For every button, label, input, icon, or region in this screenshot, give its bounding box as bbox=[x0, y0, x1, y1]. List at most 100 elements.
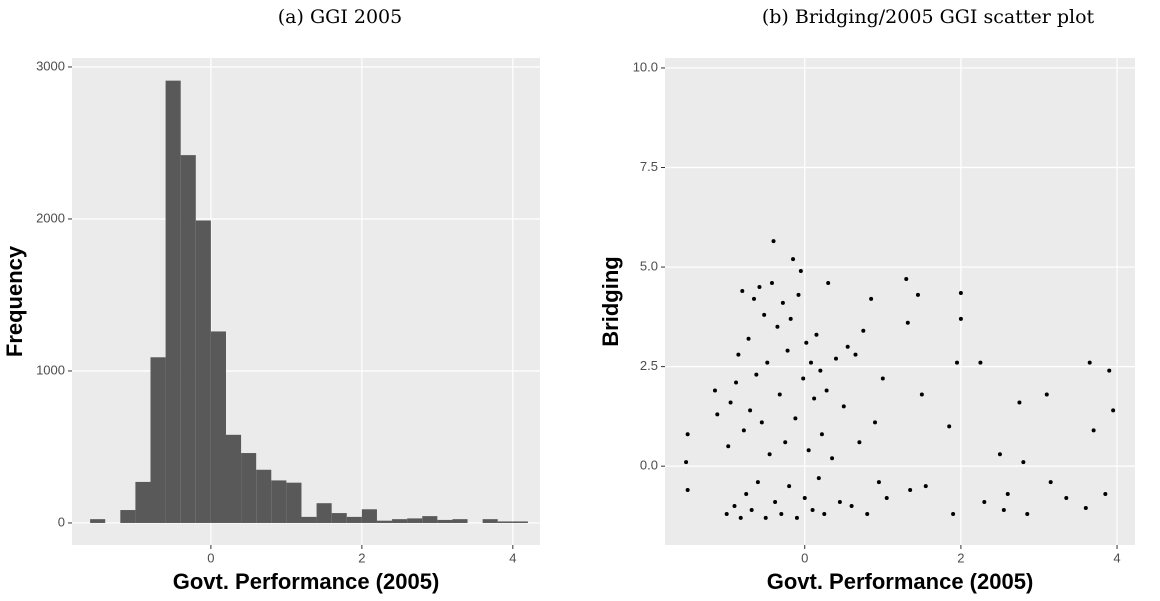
point bbox=[754, 372, 759, 377]
y-tick-label: 2.5 bbox=[640, 358, 658, 373]
point bbox=[865, 511, 870, 516]
point bbox=[1005, 492, 1010, 497]
point bbox=[837, 499, 842, 504]
point bbox=[819, 432, 824, 437]
point bbox=[791, 257, 796, 262]
point bbox=[1111, 408, 1116, 413]
point bbox=[767, 452, 772, 457]
point bbox=[806, 448, 811, 453]
point bbox=[744, 492, 749, 497]
x-tick-label: 2 bbox=[358, 550, 365, 565]
point bbox=[769, 280, 774, 285]
point bbox=[808, 360, 813, 365]
bar bbox=[256, 469, 272, 523]
point bbox=[762, 312, 767, 317]
point bbox=[1107, 368, 1112, 373]
bar bbox=[286, 482, 302, 523]
y-tick-label: 10.0 bbox=[633, 59, 658, 74]
point bbox=[684, 460, 689, 465]
y-tick-label: 0.0 bbox=[640, 458, 658, 473]
bar bbox=[422, 516, 438, 523]
bar bbox=[301, 516, 317, 523]
point bbox=[724, 511, 729, 516]
point bbox=[787, 484, 792, 489]
point bbox=[824, 388, 829, 393]
chart-title: (b) Bridging/2005 GGI scatter plot bbox=[762, 6, 1095, 28]
bar bbox=[452, 519, 468, 523]
point bbox=[919, 392, 924, 397]
point bbox=[904, 277, 909, 282]
bar bbox=[165, 80, 181, 523]
x-tick-label: 4 bbox=[509, 550, 516, 565]
point bbox=[748, 408, 753, 413]
bar bbox=[497, 521, 513, 523]
point bbox=[1025, 511, 1030, 516]
y-axis-title: Bridging bbox=[598, 256, 623, 346]
bar bbox=[437, 519, 453, 523]
y-tick-label: 1000 bbox=[36, 362, 65, 377]
bar bbox=[361, 509, 377, 523]
point bbox=[812, 396, 817, 401]
point bbox=[978, 360, 983, 365]
point bbox=[796, 292, 801, 297]
point bbox=[1064, 496, 1069, 501]
bar bbox=[135, 481, 151, 523]
point bbox=[726, 444, 731, 449]
point bbox=[763, 515, 768, 520]
point bbox=[1083, 505, 1088, 510]
point bbox=[947, 424, 952, 429]
point bbox=[793, 416, 798, 421]
bar bbox=[210, 331, 226, 523]
point bbox=[728, 400, 733, 405]
point bbox=[736, 352, 741, 357]
point bbox=[958, 316, 963, 321]
point bbox=[951, 511, 956, 516]
point bbox=[783, 440, 788, 445]
point bbox=[1044, 392, 1049, 397]
point bbox=[755, 480, 760, 485]
point bbox=[685, 432, 690, 437]
x-tick-label: 0 bbox=[801, 550, 808, 565]
point bbox=[876, 480, 881, 485]
plot-background bbox=[72, 58, 540, 545]
y-tick-label: 3000 bbox=[36, 58, 65, 73]
bar bbox=[376, 520, 393, 523]
point bbox=[810, 507, 815, 512]
point bbox=[833, 356, 838, 361]
plot-background bbox=[665, 58, 1135, 545]
point bbox=[958, 290, 963, 295]
point bbox=[826, 280, 831, 285]
point bbox=[954, 360, 959, 365]
x-tick-label: 2 bbox=[957, 550, 964, 565]
bar bbox=[195, 220, 211, 523]
point bbox=[732, 503, 737, 508]
point bbox=[1091, 428, 1096, 433]
point bbox=[873, 420, 878, 425]
x-axis-title: Govt. Performance (2005) bbox=[173, 569, 440, 594]
point bbox=[884, 496, 889, 501]
point bbox=[777, 392, 782, 397]
bar bbox=[407, 518, 423, 523]
point bbox=[801, 376, 806, 381]
point bbox=[822, 511, 827, 516]
point bbox=[798, 269, 803, 274]
point bbox=[1087, 360, 1092, 365]
point bbox=[749, 507, 754, 512]
point bbox=[740, 288, 745, 293]
point bbox=[785, 348, 790, 353]
point bbox=[1001, 507, 1006, 512]
bar bbox=[241, 453, 257, 523]
point bbox=[853, 352, 858, 357]
point bbox=[1048, 480, 1053, 485]
bar bbox=[346, 516, 362, 523]
bar bbox=[225, 434, 242, 523]
bar bbox=[482, 519, 498, 523]
point bbox=[857, 440, 862, 445]
point bbox=[880, 376, 885, 381]
point bbox=[841, 404, 846, 409]
point bbox=[746, 336, 751, 341]
y-tick-label: 5.0 bbox=[640, 258, 658, 273]
x-axis-title: Govt. Performance (2005) bbox=[767, 569, 1034, 594]
point bbox=[757, 284, 762, 289]
point bbox=[773, 499, 778, 504]
